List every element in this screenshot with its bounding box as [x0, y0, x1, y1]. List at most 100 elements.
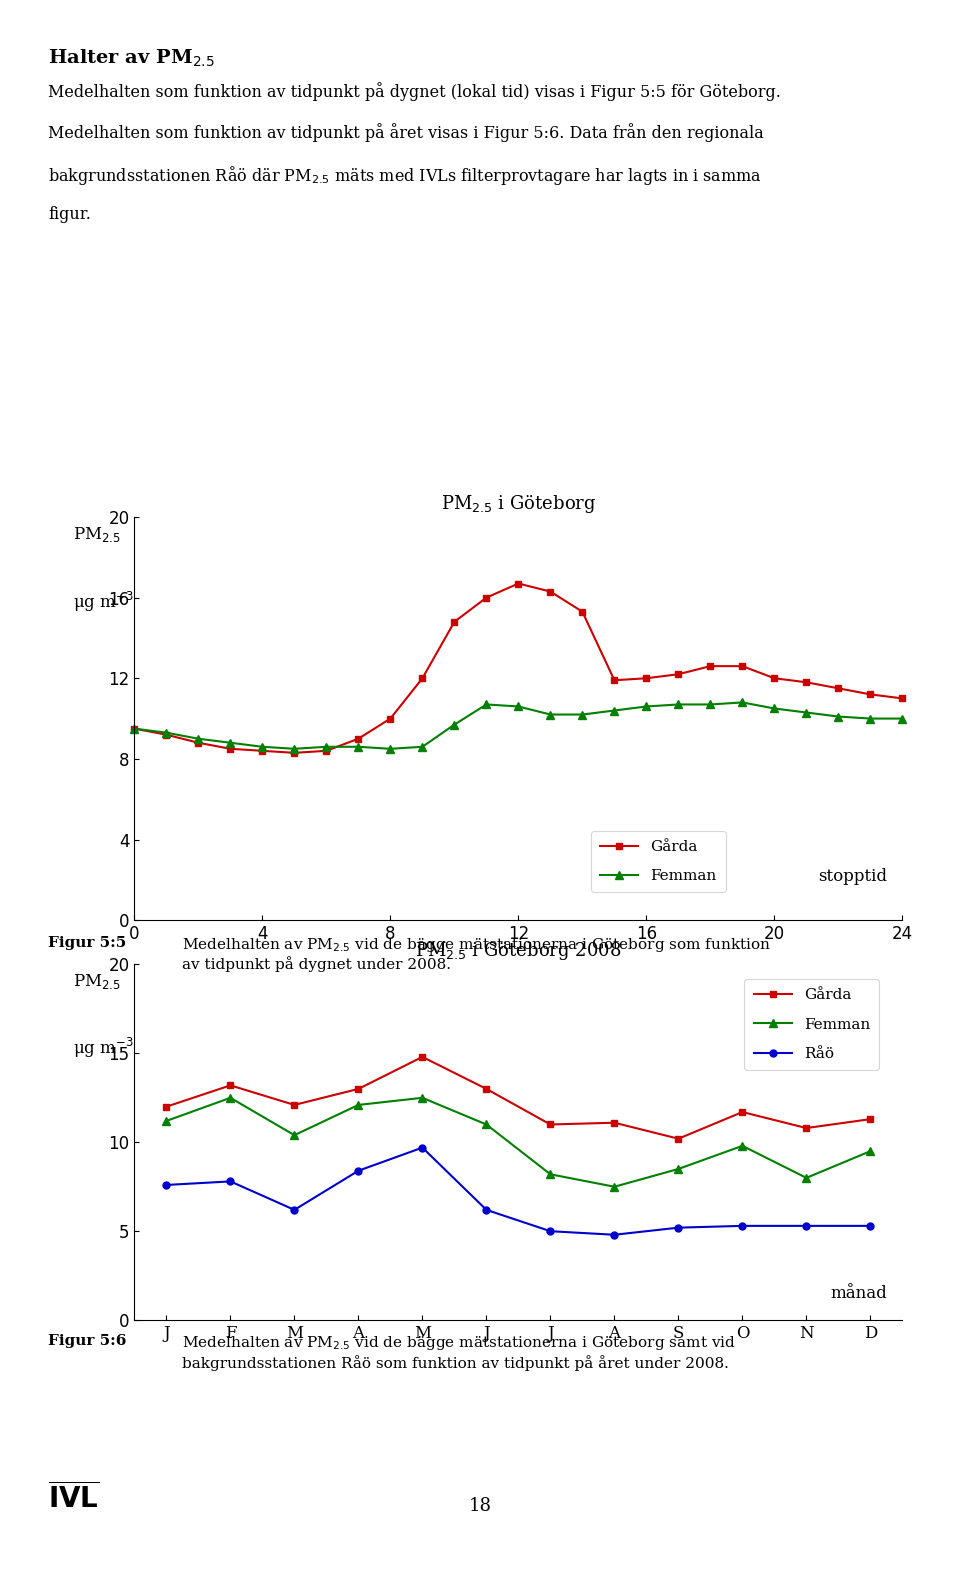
Gårda: [673, 664, 684, 683]
Text: μg m$^{-3}$: μg m$^{-3}$: [73, 590, 133, 613]
Text: 18: 18: [468, 1497, 492, 1515]
Text: stopptid: stopptid: [818, 868, 887, 885]
Gårda: [289, 743, 300, 762]
Gårda: [481, 588, 492, 607]
Gårda: [385, 708, 396, 727]
Femman: [577, 705, 588, 724]
Text: Medelhalten som funktion av tidpunkt på året visas i Figur 5:6. Data från den re: Medelhalten som funktion av tidpunkt på …: [48, 123, 764, 142]
Gårda: [513, 574, 524, 593]
Femman: [193, 729, 204, 748]
Femman: [481, 1115, 492, 1134]
Femman: [736, 692, 748, 711]
Text: $\overline{\mathbf{IVL}}$: $\overline{\mathbf{IVL}}$: [48, 1483, 100, 1515]
Text: Halter av PM$_{2.5}$: Halter av PM$_{2.5}$: [48, 47, 215, 68]
Femman: [769, 699, 780, 718]
Femman: [352, 737, 364, 756]
Femman: [513, 697, 524, 716]
Femman: [736, 1137, 748, 1156]
Text: Figur 5:5: Figur 5:5: [48, 936, 127, 950]
Text: månad: månad: [830, 1284, 887, 1301]
Gårda: [225, 1075, 236, 1094]
Title: PM$_{2.5}$ i Göteborg 2008: PM$_{2.5}$ i Göteborg 2008: [416, 941, 621, 963]
Gårda: [256, 741, 268, 760]
Gårda: [865, 685, 876, 704]
Femman: [865, 1141, 876, 1160]
Gårda: [193, 734, 204, 753]
Text: Medelhalten av PM$_{2.5}$ vid de bägge mätstationerna i Göteborg som funktion
av: Medelhalten av PM$_{2.5}$ vid de bägge m…: [182, 936, 772, 972]
Råö: [736, 1216, 748, 1235]
Råö: [225, 1172, 236, 1190]
Femman: [609, 1178, 620, 1197]
Gårda: [352, 1080, 364, 1099]
Råö: [352, 1160, 364, 1179]
Femman: [609, 700, 620, 719]
Gårda: [544, 1115, 556, 1134]
Femman: [256, 737, 268, 756]
Råö: [865, 1216, 876, 1235]
Gårda: [544, 582, 556, 601]
Råö: [160, 1176, 172, 1195]
Femman: [801, 704, 812, 723]
Line: Femman: Femman: [131, 699, 906, 753]
Text: Medelhalten som funktion av tidpunkt på dygnet (lokal tid) visas i Figur 5:5 för: Medelhalten som funktion av tidpunkt på …: [48, 82, 780, 101]
Femman: [897, 708, 908, 727]
Femman: [705, 696, 716, 715]
Femman: [417, 737, 428, 756]
Gårda: [769, 669, 780, 688]
Gårda: [736, 656, 748, 675]
Text: Medelhalten av PM$_{2.5}$ vid de bägge mätstationerna i Göteborg samt vid
bakgru: Medelhalten av PM$_{2.5}$ vid de bägge m…: [182, 1334, 736, 1371]
Legend: Gårda, Femman: Gårda, Femman: [590, 830, 726, 892]
Femman: [673, 1159, 684, 1178]
Gårda: [865, 1110, 876, 1129]
Gårda: [448, 612, 460, 631]
Gårda: [736, 1102, 748, 1121]
Gårda: [225, 740, 236, 759]
Text: PM$_{2.5}$: PM$_{2.5}$: [73, 525, 121, 544]
Råö: [544, 1222, 556, 1241]
Gårda: [417, 1047, 428, 1066]
Femman: [352, 1096, 364, 1115]
Femman: [673, 696, 684, 715]
Femman: [160, 723, 172, 741]
Gårda: [832, 678, 844, 697]
Gårda: [609, 670, 620, 689]
Femman: [289, 740, 300, 759]
Line: Gårda: Gårda: [131, 580, 906, 756]
Text: figur.: figur.: [48, 206, 91, 223]
Femman: [544, 705, 556, 724]
Femman: [865, 708, 876, 727]
Femman: [289, 1126, 300, 1145]
Legend: Gårda, Femman, Råö: Gårda, Femman, Råö: [744, 979, 879, 1070]
Gårda: [289, 1096, 300, 1115]
Gårda: [481, 1080, 492, 1099]
Gårda: [321, 741, 332, 760]
Gårda: [673, 1129, 684, 1148]
Femman: [417, 1088, 428, 1107]
Gårda: [417, 669, 428, 688]
Gårda: [160, 1097, 172, 1116]
Femman: [385, 740, 396, 759]
Gårda: [577, 602, 588, 621]
Gårda: [609, 1113, 620, 1132]
Gårda: [160, 726, 172, 745]
Text: bakgrundsstationen Råö där PM$_{2.5}$ mäts med IVLs filterprovtagare har lagts i: bakgrundsstationen Råö där PM$_{2.5}$ mä…: [48, 164, 762, 188]
Råö: [481, 1200, 492, 1219]
Femman: [448, 715, 460, 734]
Råö: [801, 1216, 812, 1235]
Gårda: [705, 656, 716, 675]
Text: Figur 5:6: Figur 5:6: [48, 1334, 127, 1349]
Råö: [289, 1200, 300, 1219]
Text: μg m$^{-3}$: μg m$^{-3}$: [73, 1036, 133, 1059]
Femman: [640, 697, 652, 716]
Line: Råö: Råö: [163, 1145, 874, 1238]
Femman: [160, 1111, 172, 1130]
Gårda: [897, 689, 908, 708]
Femman: [481, 696, 492, 715]
Femman: [544, 1165, 556, 1184]
Råö: [673, 1217, 684, 1236]
Line: Gårda: Gårda: [163, 1053, 874, 1141]
Femman: [129, 719, 140, 738]
Gårda: [801, 674, 812, 692]
Femman: [832, 707, 844, 726]
Title: PM$_{2.5}$ i Göteborg: PM$_{2.5}$ i Göteborg: [441, 493, 596, 515]
